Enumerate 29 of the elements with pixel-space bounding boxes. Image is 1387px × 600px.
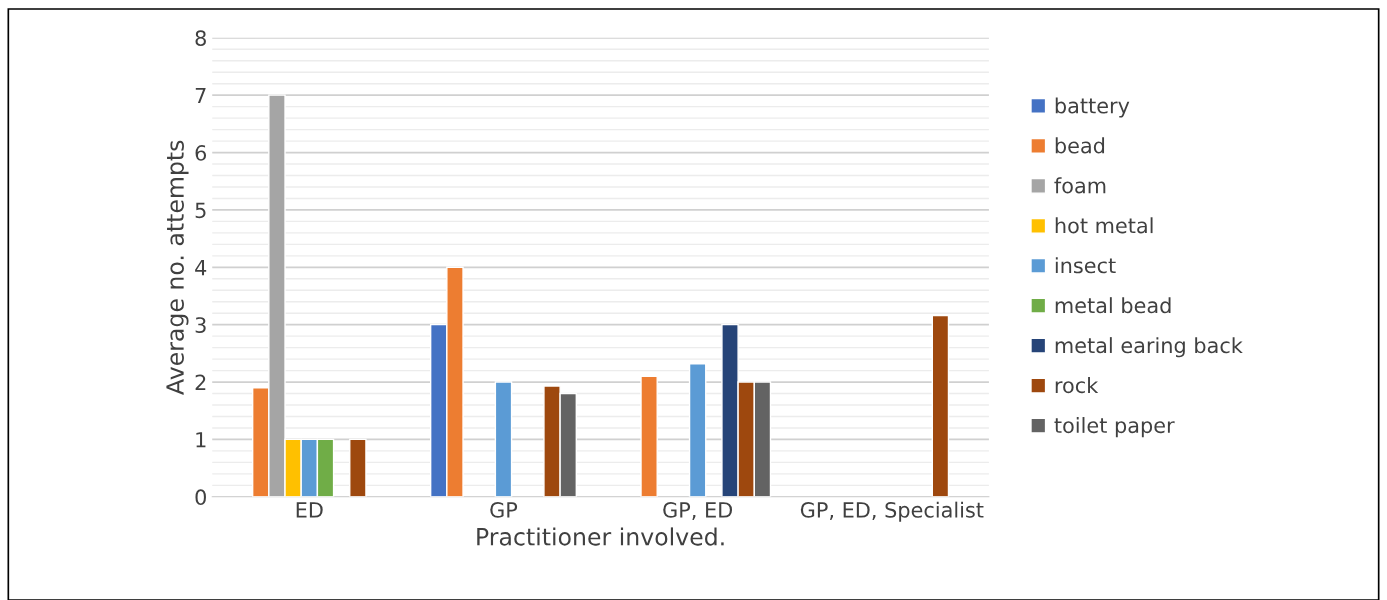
legend-label: hot metal [1055,217,1153,234]
legend-label: battery [1055,97,1130,118]
x-tick-label: GP [490,502,518,518]
x-tick-label: GP, ED [663,502,733,520]
x-axis-title: Practitioner involved. [477,527,724,546]
legend-label: insect [1055,257,1116,274]
bar [688,362,707,497]
bar [349,438,367,497]
bar [494,381,513,497]
legend-label: metal earing back [1055,337,1243,358]
y-tick-label: 8 [195,30,206,47]
y-tick-label: 3 [195,317,206,333]
x-tick-label: ED [296,502,323,518]
y-tick-label: 5 [195,202,206,219]
y-tick-label: 1 [196,432,206,448]
legend-label: bead [1055,137,1105,154]
y-tick-label: 2 [195,374,206,390]
legend-label: toilet paper [1054,417,1175,438]
x-tick-label: GP, ED, Specialist [800,501,984,522]
y-axis-title: Average no. attempts [166,140,189,395]
bar [931,314,950,497]
legend-label: rock [1055,377,1099,394]
y-tick-label: 7 [195,87,206,104]
y-tick-label: 0 [195,489,206,506]
legend-label: metal bead [1055,297,1171,314]
bar [640,375,658,497]
y-tick-label: 6 [195,145,207,161]
y-tick-label: 4 [195,260,207,276]
legend-label: foam [1054,177,1106,194]
